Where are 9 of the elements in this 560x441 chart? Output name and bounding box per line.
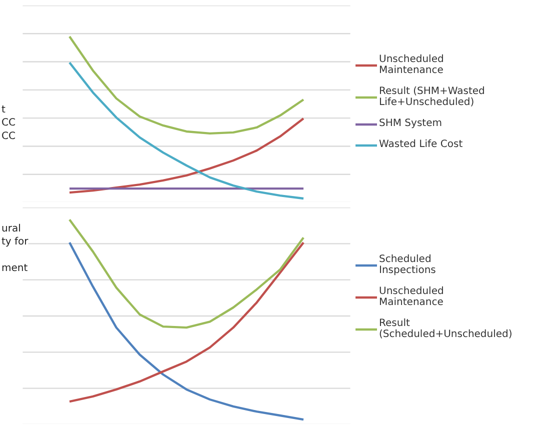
legend-label: Unscheduled Maintenance	[379, 286, 444, 308]
y-axis-title: t CC CC	[2, 104, 16, 142]
legend-label: Scheduled Inspections	[379, 254, 436, 276]
text: ural ty for ment	[2, 224, 28, 274]
legend-label: Unscheduled Maintenance	[379, 54, 444, 76]
legend-label: Result (SHM+Wasted Life+Unscheduled)	[379, 86, 485, 108]
legend-label: SHM System	[379, 118, 442, 129]
legend-label: Result (Scheduled+Unscheduled)	[379, 318, 512, 340]
legend-label: Wasted Life Cost	[379, 139, 463, 150]
